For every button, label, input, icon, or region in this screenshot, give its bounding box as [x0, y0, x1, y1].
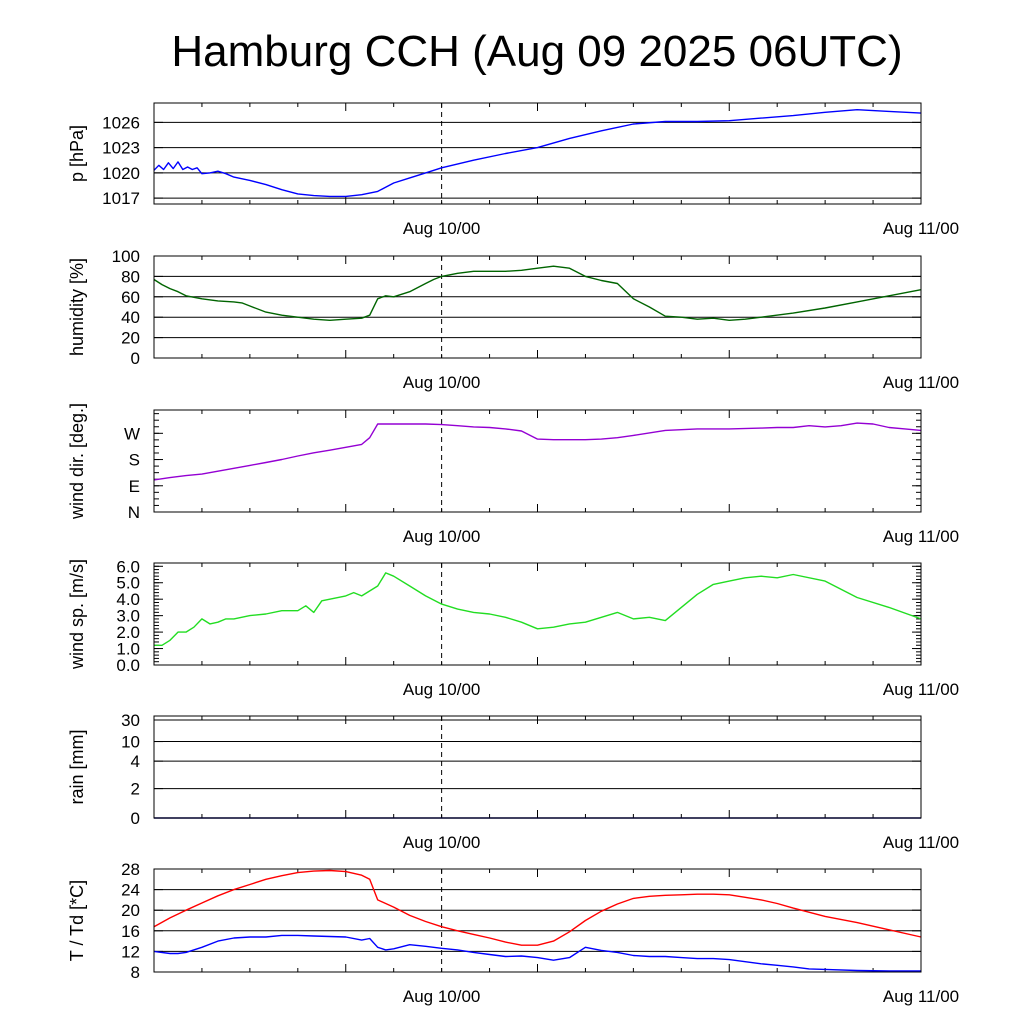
y-tick-label: 20 [121, 901, 140, 920]
y-tick-label: 30 [121, 711, 140, 730]
plot-frame [153, 868, 922, 973]
x-tick-label: Aug 10/00 [403, 373, 481, 392]
y-tick-label: 12 [121, 942, 140, 961]
y-axis-label: rain [mm] [67, 729, 87, 804]
y-tick-label: 5.0 [116, 574, 140, 593]
y-tick-label: 20 [121, 329, 140, 348]
x-tick-label: Aug 10/00 [403, 987, 481, 1006]
humidity-series-0 [153, 265, 922, 321]
y-tick-label: 8 [131, 963, 140, 982]
y-tick-label: 1026 [102, 113, 140, 132]
x-tick-label: Aug 11/00 [883, 373, 959, 392]
y-tick-label: 0 [131, 349, 140, 368]
y-tick-label: 1023 [102, 139, 140, 158]
temperature-series-0 [153, 869, 922, 946]
y-tick-label: 4 [131, 752, 140, 771]
y-tick-label: 10 [121, 733, 140, 752]
y-tick-label: 60 [121, 288, 140, 307]
y-tick-label: 1017 [102, 189, 140, 208]
y-axis-label: T / Td [*C] [67, 880, 87, 961]
y-tick-label: E [129, 477, 140, 496]
plot-frame [153, 562, 922, 666]
y-tick-label: 0 [131, 809, 140, 828]
y-tick-label: 2 [131, 780, 140, 799]
wind_direction-series-0 [153, 422, 922, 481]
x-tick-label: Aug 11/00 [883, 833, 959, 852]
y-axis-label: p [hPa] [67, 125, 87, 182]
panel-wind_speed: 0.01.02.03.04.05.06.0 Aug 10/00 Aug 11/00 w… [67, 557, 959, 699]
x-tick-label: Aug 11/00 [883, 219, 959, 238]
y-tick-label: 6.0 [116, 557, 140, 576]
y-tick-label: 16 [121, 922, 140, 941]
y-tick-label: W [124, 424, 140, 443]
x-tick-label: Aug 11/00 [883, 987, 959, 1006]
y-tick-label: S [129, 451, 140, 470]
y-axis-label: wind dir. [deg.] [67, 403, 87, 520]
y-axis-label: humidity [%] [67, 258, 87, 356]
y-tick-label: 0.0 [116, 656, 140, 675]
y-tick-label: N [128, 503, 140, 522]
wind_speed-series-0 [154, 572, 922, 646]
y-tick-label: 24 [121, 881, 140, 900]
panel-pressure: 1017 1020 1023 1026 Aug 10/00 Aug 11/00 p [hPa… [67, 102, 959, 238]
x-tick-label: Aug 11/00 [883, 680, 959, 699]
x-tick-label: Aug 10/00 [403, 527, 481, 546]
y-tick-label: 1020 [102, 164, 140, 183]
plot-frame [153, 409, 922, 513]
pressure-series-0 [153, 108, 922, 198]
y-axis-label: wind sp. [m/s] [67, 559, 87, 670]
y-tick-label: 80 [121, 267, 140, 286]
x-tick-label: Aug 10/00 [403, 833, 481, 852]
y-tick-label: 1.0 [116, 640, 140, 659]
y-tick-label: 40 [121, 308, 140, 327]
y-tick-label: 4.0 [116, 590, 140, 609]
plot-frame [153, 255, 922, 359]
plot-frame [153, 102, 922, 205]
plot-frame [153, 715, 922, 819]
y-tick-label: 28 [121, 860, 140, 879]
panel-rain: 0 2 410 30 Aug 10/00 Aug 11/00 rain [mm] [67, 711, 959, 852]
chart-title: Hamburg CCH (Aug 09 2025 06UTC) [171, 27, 902, 76]
x-tick-label: Aug 10/00 [403, 680, 481, 699]
temperature-series-1 [153, 934, 921, 972]
y-tick-label: 3.0 [116, 607, 140, 626]
x-tick-label: Aug 10/00 [403, 219, 481, 238]
y-tick-label: 100 [112, 247, 140, 266]
y-tick-label: 2.0 [116, 623, 140, 642]
x-tick-label: Aug 11/00 [883, 527, 959, 546]
